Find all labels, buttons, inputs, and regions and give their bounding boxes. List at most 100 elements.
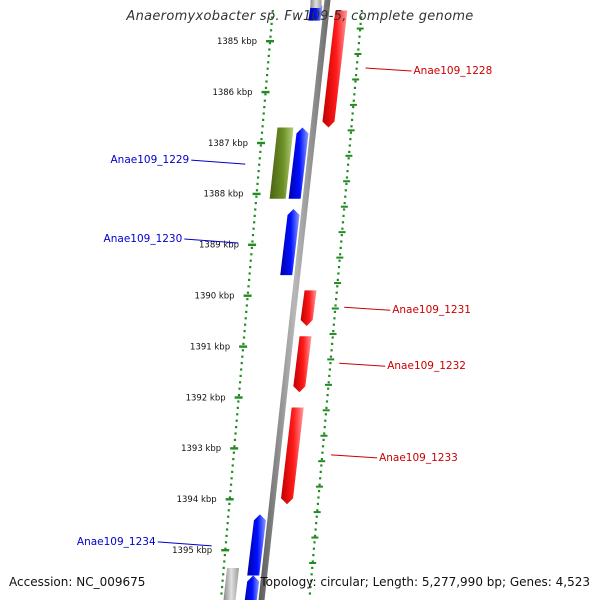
- outer-scale-tick: [313, 511, 321, 514]
- gene-label-5[interactable]: Anae109_1230: [104, 233, 183, 245]
- gene-arrow-9[interactable]: [247, 514, 266, 576]
- outer-track-dot: [347, 157, 350, 160]
- scale-label-1395: 1395 kbp: [172, 546, 212, 556]
- inner-track-dot: [231, 464, 234, 467]
- inner-track-dot: [267, 61, 270, 64]
- inner-track-dot: [226, 528, 229, 531]
- inner-track-dot: [244, 317, 247, 320]
- inner-track-dot: [267, 54, 270, 57]
- outer-track-dot: [356, 61, 359, 64]
- outer-track-dot: [334, 304, 337, 307]
- outer-track-dot: [358, 35, 361, 38]
- inner-track-dot: [245, 310, 248, 313]
- gene-label-6[interactable]: Anae109_1231: [392, 304, 471, 316]
- outer-track-dot: [333, 317, 336, 320]
- outer-track-dot: [310, 573, 313, 576]
- offscreen-gene-bottom: [223, 568, 240, 600]
- scale-tick-1387: [257, 141, 266, 145]
- outer-track-dot: [352, 106, 355, 109]
- outer-scale-tick: [320, 434, 328, 437]
- outer-track-dot: [311, 560, 314, 563]
- outer-track-dot: [309, 579, 313, 582]
- inner-track-dot: [221, 579, 224, 582]
- inner-track-dot: [253, 221, 256, 224]
- outer-track-dot: [342, 214, 345, 217]
- inner-track-dot: [229, 490, 232, 493]
- inner-track-dot: [256, 176, 260, 179]
- gene-leader-6: [344, 306, 391, 311]
- inner-track-dot: [268, 42, 272, 45]
- inner-track-dot: [258, 157, 261, 160]
- outer-track-dot: [354, 74, 358, 77]
- inner-track-dot: [236, 413, 239, 416]
- inner-track-dot: [262, 112, 265, 115]
- outer-track-dot: [315, 515, 318, 518]
- outer-scale-tick: [345, 154, 353, 157]
- inner-track-dot: [271, 16, 274, 19]
- inner-track-dot: [220, 592, 223, 595]
- outer-scale-tick: [352, 78, 360, 81]
- outer-track-dot: [356, 54, 359, 57]
- outer-track-dot: [336, 285, 339, 288]
- gene-arrow-6[interactable]: [300, 290, 317, 327]
- gene-layer: [223, 0, 348, 604]
- gene-label-3[interactable]: Anae109_1229: [110, 154, 189, 166]
- gene-arrow-7[interactable]: [293, 336, 312, 393]
- outer-track-dot: [324, 413, 327, 416]
- outer-track-dot: [317, 490, 321, 493]
- outer-track-dot: [316, 509, 319, 512]
- outer-track-dot: [360, 16, 363, 19]
- gene-label-2[interactable]: Anae109_1228: [414, 65, 493, 77]
- scale-tick-1385: [266, 40, 274, 43]
- gene-label-7[interactable]: Anae109_1232: [387, 360, 466, 372]
- inner-track-dot: [257, 170, 260, 173]
- inner-track-dot: [256, 182, 259, 185]
- gene-leader-9: [157, 541, 212, 547]
- outer-track-dot: [343, 208, 346, 211]
- gene-arrow-2[interactable]: [322, 10, 348, 128]
- gene-arrow-5[interactable]: [280, 208, 300, 276]
- inner-track-dot: [259, 150, 262, 153]
- inner-track-dot: [226, 522, 229, 525]
- outer-track-dot: [332, 330, 335, 333]
- outer-track-dot: [322, 438, 325, 441]
- inner-track-dot: [264, 93, 267, 96]
- inner-track-dot: [234, 432, 237, 435]
- genome-summary-label: Topology: circular; Length: 5,277,990 bp…: [260, 575, 590, 589]
- inner-track-dot: [242, 336, 246, 339]
- outer-track-dot: [327, 381, 330, 384]
- scale-tick-layer: 1385 kbp 1386 kbp 1387 kbp 1388 kbp 1389 kbp…: [172, 37, 274, 556]
- outer-scale-tick: [327, 358, 335, 361]
- scale-tick-1393: [230, 447, 239, 450]
- gene-arrow-10[interactable]: [243, 575, 260, 604]
- gene-arrow-8[interactable]: [281, 407, 304, 505]
- outer-track-dot: [333, 310, 337, 313]
- tick-dot-tracks: [220, 10, 364, 595]
- inner-track-dot: [255, 195, 258, 198]
- outer-track-dot: [320, 464, 323, 467]
- inner-track-dot: [260, 138, 263, 141]
- inner-track-dot: [240, 362, 243, 365]
- inner-track-dot: [259, 144, 263, 147]
- gene-label-9[interactable]: Anae109_1234: [77, 536, 156, 548]
- inner-track-dot: [265, 74, 269, 77]
- inner-track-dot: [244, 323, 247, 326]
- inner-track-dot: [263, 106, 266, 109]
- scale-tick-1394: [225, 498, 234, 501]
- outer-scale-tick: [318, 460, 326, 463]
- inner-track-dot: [227, 509, 230, 512]
- inner-track-dot: [227, 515, 230, 518]
- outer-track-dot: [355, 67, 358, 70]
- gene-label-8[interactable]: Anae109_1233: [379, 452, 458, 464]
- scale-label-1385: 1385 kbp: [217, 37, 257, 47]
- outer-scale-tick: [336, 256, 344, 259]
- outer-track-dot: [309, 586, 312, 589]
- outer-track-dot: [348, 144, 351, 147]
- outer-track-dot: [349, 131, 353, 134]
- scale-label-1391: 1391 kbp: [190, 342, 230, 352]
- inner-track-dot: [249, 266, 252, 269]
- gene-arrow-4[interactable]: [288, 127, 309, 199]
- gene-arrow-3[interactable]: [269, 127, 294, 199]
